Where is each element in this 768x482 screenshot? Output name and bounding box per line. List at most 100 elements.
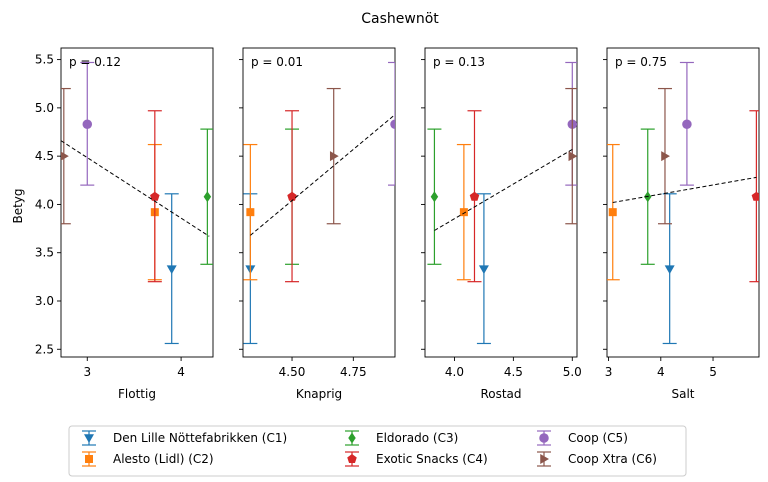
data-point-marker: [166, 265, 177, 275]
legend-frame: [68, 425, 687, 477]
legend-label: Eldorado (C3): [376, 431, 458, 445]
series-point-c3: [427, 128, 442, 265]
data-point-marker: [751, 191, 759, 201]
x-tick-label: 4.0: [445, 365, 464, 379]
x-tick-label: 4.5: [504, 365, 523, 379]
x-tick-label: 4.75: [340, 365, 367, 379]
series-point-c6: [326, 87, 341, 225]
trend-line: [61, 140, 210, 237]
panel-data: [607, 61, 759, 345]
y-tick-label: 3.5: [35, 246, 54, 260]
x-tick-label: 4: [657, 365, 665, 379]
panel-4: 3 4 5 Salt p = 0.75: [603, 47, 760, 401]
p-value-label: p = 0.01: [251, 55, 303, 69]
panel-frame: [606, 47, 760, 358]
legend-marker: [540, 454, 549, 464]
legend-marker: [539, 433, 549, 443]
data-point-marker: [61, 151, 69, 161]
x-tick-label: 4.50: [279, 365, 306, 379]
data-point-marker: [608, 208, 617, 217]
legend-marker: [85, 455, 93, 463]
data-point-marker: [203, 191, 212, 203]
data-point-marker: [150, 191, 160, 201]
data-point-marker: [478, 265, 489, 275]
series-point-c6: [565, 87, 577, 225]
series-point-c6: [657, 87, 672, 225]
trend-line: [612, 176, 757, 203]
trend-line: [250, 114, 395, 236]
series-point-c6: [61, 87, 71, 225]
data-point-marker: [661, 151, 670, 162]
y-tick-label: 5.5: [35, 53, 54, 67]
legend-item-c6: Coop Xtra (C6): [537, 451, 657, 467]
legend: Den Lille Nöttefabrikken (C1) Alesto (Lid…: [68, 425, 687, 477]
panel-data: [243, 61, 395, 345]
y-tick-label: 2.5: [35, 342, 54, 356]
legend-item-c4: Exotic Snacks (C4): [345, 451, 488, 467]
series-point-c2: [456, 143, 471, 281]
data-point-marker: [568, 151, 577, 162]
y-tick-label: 3.0: [35, 294, 54, 308]
y-axis-label: Betyg: [11, 188, 25, 223]
data-point-marker: [430, 191, 439, 203]
y-tick-label: 5.0: [35, 101, 54, 115]
x-axis-label: Flottig: [118, 387, 156, 401]
panel-frame: [424, 47, 578, 358]
p-value-label: p = 0.12: [69, 55, 121, 69]
series-point-c5: [80, 61, 95, 186]
legend-marker: [347, 454, 357, 464]
panel-frame: [242, 47, 396, 358]
data-point-marker: [390, 119, 395, 130]
legend-label: Coop Xtra (C6): [568, 452, 657, 466]
panel-1: 2.5 3.0 3.5 4.0 4.5 5.0 5.5 3 4 Flottig p = 0.12: [35, 47, 214, 401]
chart-title: Cashewnöt: [361, 11, 439, 27]
panel-data: [427, 61, 577, 345]
panel-2: 4.50 4.75 Knaprig p = 0.01: [239, 47, 396, 401]
series-point-c5: [388, 61, 395, 186]
legend-marker: [348, 432, 356, 444]
data-point-marker: [682, 119, 692, 130]
x-tick-label: 3: [83, 365, 91, 379]
p-value-label: p = 0.13: [433, 55, 485, 69]
data-point-marker: [287, 191, 297, 201]
panels: 2.5 3.0 3.5 4.0 4.5 5.0 5.5 3 4 Flottig p = 0.12 4.…: [35, 47, 760, 401]
x-tick-label: 4: [177, 365, 185, 379]
x-axis-label: Rostad: [480, 387, 521, 401]
y-tick-label: 4.5: [35, 149, 54, 163]
legend-label: Den Lille Nöttefabrikken (C1): [113, 431, 287, 445]
legend-marker: [84, 434, 94, 443]
panel-data: [61, 61, 213, 345]
series-point-c3: [200, 128, 213, 265]
data-point-marker: [664, 265, 675, 275]
x-tick-label: 5: [709, 365, 717, 379]
legend-item-c5: Coop (C5): [537, 430, 628, 446]
data-point-marker: [246, 208, 255, 217]
legend-item-c2: Alesto (Lidl) (C2): [82, 451, 214, 467]
series-point-c4: [749, 110, 759, 283]
data-point-marker: [329, 151, 339, 162]
panel-3: 4.0 4.5 5.0 Rostad p = 0.13: [421, 47, 582, 401]
data-point-marker: [469, 191, 480, 201]
legend-label: Exotic Snacks (C4): [376, 452, 488, 466]
series-point-c4: [467, 110, 482, 283]
p-value-label: p = 0.75: [615, 55, 667, 69]
legend-item-c1: Den Lille Nöttefabrikken (C1): [82, 430, 287, 446]
x-axis-label: Knaprig: [296, 387, 342, 401]
trend-line: [434, 148, 573, 231]
y-tick-label: 4.0: [35, 197, 54, 211]
series-point-c2: [607, 143, 620, 281]
series-point-c4: [147, 110, 162, 283]
x-tick-label: 3: [605, 365, 613, 379]
legend-item-c3: Eldorado (C3): [345, 430, 458, 446]
x-axis-label: Salt: [671, 387, 694, 401]
series-point-c4: [285, 110, 300, 283]
data-point-marker: [82, 119, 93, 130]
series-point-c1: [662, 193, 677, 345]
legend-label: Coop (C5): [568, 431, 628, 445]
series-point-c1: [164, 193, 179, 345]
series-point-c5: [679, 61, 694, 186]
panel-frame: [60, 47, 214, 358]
series-point-c1: [476, 193, 491, 345]
